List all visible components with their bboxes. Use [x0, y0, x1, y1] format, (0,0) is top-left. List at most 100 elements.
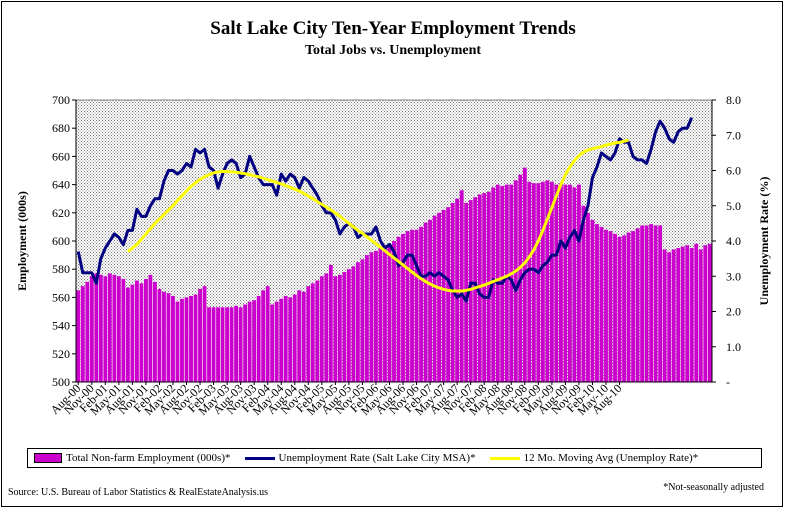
bar: [558, 183, 563, 382]
bar: [549, 181, 554, 382]
y-tick-label: 640: [52, 178, 70, 192]
bar: [486, 191, 491, 382]
bar: [107, 273, 112, 382]
bar: [324, 273, 329, 382]
bar: [98, 274, 103, 382]
bar: [162, 291, 166, 382]
seasonal-note: *Not-seasonally adjusted: [663, 482, 764, 493]
bar: [270, 304, 275, 382]
bar: [76, 290, 81, 382]
bar: [306, 286, 311, 382]
bar: [423, 222, 428, 382]
bar: [337, 274, 342, 382]
bar: [689, 248, 694, 382]
y2-tick-label: 1.0: [726, 340, 741, 354]
bar: [568, 184, 572, 382]
bar: [153, 281, 157, 382]
bar: [685, 245, 690, 382]
bar: [459, 190, 464, 382]
bar: [175, 301, 180, 382]
bar: [640, 225, 644, 382]
bar: [676, 248, 681, 382]
bar: [604, 229, 608, 382]
y2-tick-label: 7.0: [726, 128, 741, 142]
y-tick-label: 520: [52, 347, 70, 361]
bar: [288, 297, 293, 382]
bar: [531, 183, 536, 382]
bar: [274, 301, 279, 382]
bar: [369, 252, 374, 382]
bar: [383, 245, 387, 382]
bar: [279, 298, 284, 382]
legend: Total Non-farm Employment (000s)* Unempl…: [27, 448, 762, 468]
bar: [116, 276, 121, 382]
bar: [346, 269, 351, 382]
bar: [238, 307, 243, 382]
bar: [261, 290, 266, 382]
bar: [229, 307, 234, 382]
y-tick-label: 660: [52, 149, 70, 163]
bar: [595, 224, 599, 382]
bar: [148, 274, 153, 382]
y-tick-label: 540: [52, 319, 70, 333]
y2-tick-label: 6.0: [726, 164, 741, 178]
legend-swatch-unemployment: [244, 456, 275, 460]
bar: [103, 276, 108, 382]
bar: [572, 187, 577, 382]
bar: [134, 280, 139, 382]
bar: [622, 235, 626, 382]
bar: [464, 202, 469, 382]
bar: [365, 255, 369, 382]
bar: [563, 184, 568, 382]
legend-item-employment: Total Non-farm Employment (000s)*: [34, 452, 231, 464]
bar: [698, 249, 703, 382]
bar: [504, 184, 509, 382]
bar: [202, 286, 207, 382]
bar: [351, 266, 356, 382]
legend-label-employment: Total Non-farm Employment (000s)*: [66, 452, 231, 464]
bar: [378, 248, 383, 382]
legend-label-moving-avg: 12 Mo. Moving Avg (Unemploy Rate)*: [523, 452, 699, 464]
bar: [292, 294, 297, 382]
bar: [631, 231, 635, 382]
bar: [207, 307, 211, 382]
bar: [310, 283, 315, 382]
chart-title: Salt Lake City Ten-Year Employment Trend…: [210, 18, 576, 39]
bar: [166, 293, 171, 382]
source-note: Source: U.S. Bureau of Labor Statistics …: [8, 487, 268, 498]
line-series: [76, 117, 694, 303]
bar: [405, 231, 410, 382]
bar: [225, 307, 230, 382]
bar: [144, 279, 148, 382]
bar: [644, 225, 649, 382]
bar: [171, 295, 175, 382]
bar: [428, 219, 432, 382]
y-tick-label: 580: [52, 262, 70, 276]
bar: [139, 283, 144, 382]
y2-tick-label: 5.0: [726, 199, 741, 213]
bar: [649, 224, 654, 382]
bar: [247, 301, 252, 382]
y2-tick-label: 3.0: [726, 269, 741, 283]
bar: [554, 184, 559, 382]
bar: [590, 219, 595, 382]
bar: [328, 264, 333, 382]
bar: [342, 272, 347, 382]
bar: [540, 181, 545, 382]
legend-swatch-employment: [34, 453, 62, 463]
bar: [234, 305, 239, 382]
bar: [482, 193, 487, 382]
bar: [414, 229, 419, 382]
bar: [527, 181, 532, 382]
bar: [653, 225, 658, 382]
bar: [189, 295, 193, 382]
y-tick-label: 620: [52, 206, 70, 220]
bar: [441, 209, 446, 382]
y2-tick-label: 2.0: [726, 305, 741, 319]
bar: [671, 249, 676, 382]
bar: [360, 259, 365, 382]
bar: [387, 243, 392, 382]
bar: [112, 274, 117, 382]
bar: [356, 262, 360, 382]
bar: [707, 243, 712, 382]
